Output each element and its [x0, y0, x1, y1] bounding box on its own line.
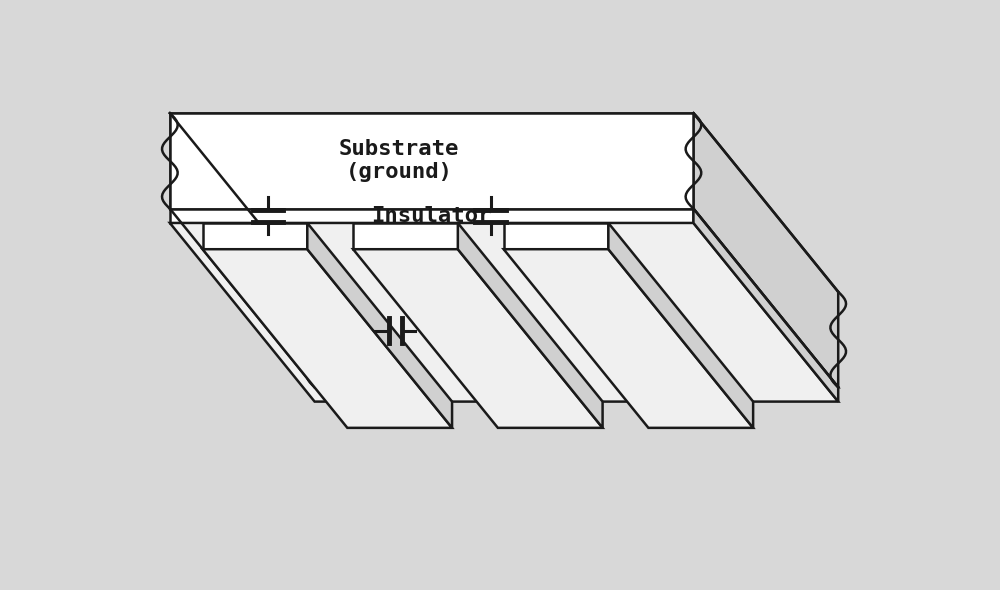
- Polygon shape: [170, 113, 693, 209]
- Polygon shape: [203, 249, 452, 428]
- Polygon shape: [170, 209, 693, 223]
- Polygon shape: [353, 223, 458, 249]
- Polygon shape: [693, 209, 838, 402]
- Text: Substrate
(ground): Substrate (ground): [339, 139, 459, 182]
- Text: Insulator: Insulator: [371, 206, 492, 226]
- Polygon shape: [170, 209, 838, 387]
- Polygon shape: [307, 223, 452, 428]
- Polygon shape: [693, 113, 838, 387]
- Polygon shape: [203, 223, 307, 249]
- Polygon shape: [170, 223, 838, 402]
- Polygon shape: [353, 249, 603, 428]
- Polygon shape: [504, 249, 753, 428]
- Polygon shape: [170, 113, 693, 209]
- Polygon shape: [608, 223, 753, 428]
- Polygon shape: [458, 223, 603, 428]
- Polygon shape: [504, 223, 608, 249]
